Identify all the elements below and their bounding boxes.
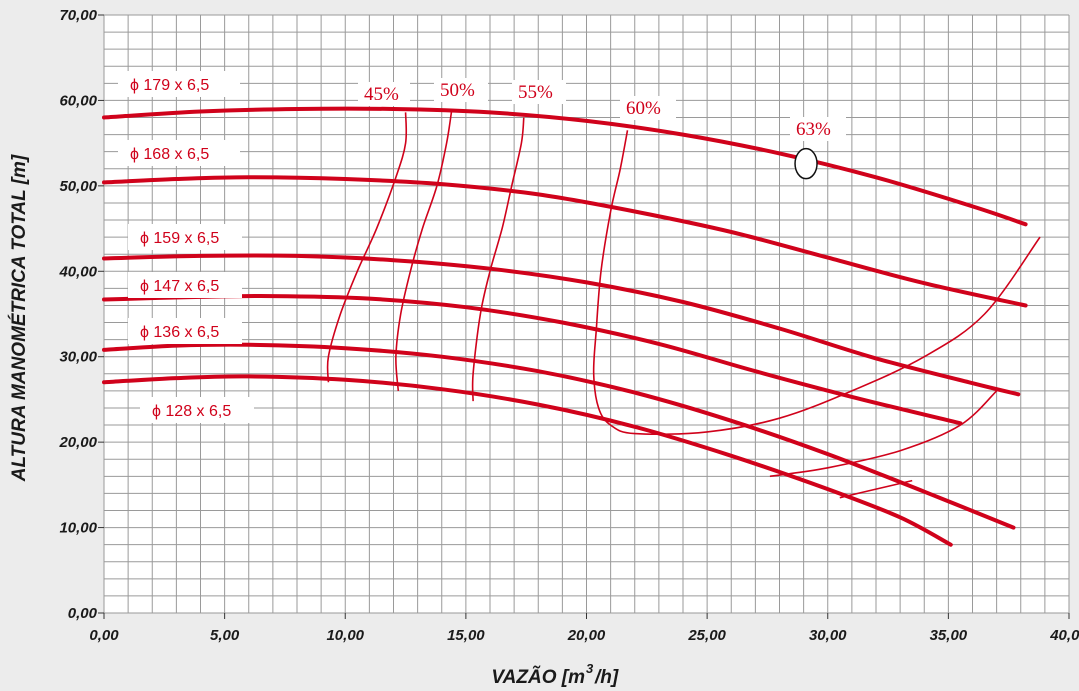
efficiency-label-box	[434, 78, 488, 102]
x-tick-label: 10,00	[326, 627, 364, 644]
y-tick-label: 30,00	[59, 349, 97, 366]
efficiency-label: 45%	[364, 84, 399, 105]
x-axis-title-end: /h]	[594, 667, 619, 688]
efficiency-curve	[395, 112, 453, 391]
y-tick-label: 50,00	[59, 178, 97, 195]
x-tick-label: 0,00	[89, 627, 119, 644]
curve-labels: ϕ 179 x 6,5 ϕ 168 x 6,5 ϕ 159 x 6,5 ϕ 147 x…	[118, 71, 676, 423]
efficiency-label-box	[790, 117, 846, 141]
y-tick-label: 70,00	[59, 7, 97, 24]
x-tick-label: 30,00	[809, 627, 847, 644]
curve-label: ϕ 179 x 6,5	[130, 77, 209, 94]
head-curve	[102, 106, 1028, 227]
efficiency-curve	[326, 112, 408, 383]
efficiency-marker: 63%	[790, 117, 846, 180]
y-tick-label: 40,00	[58, 263, 97, 280]
best-efficiency-point	[794, 147, 818, 180]
x-tick-label: 35,00	[930, 627, 968, 644]
efficiency-label: 55%	[518, 82, 553, 103]
efficiency-curve	[839, 479, 913, 499]
head-curve	[102, 175, 1028, 308]
efficiency-curve	[471, 117, 525, 402]
efficiency-curve	[769, 390, 998, 478]
head-curve	[102, 342, 1016, 530]
y-tick-label: 60,00	[59, 92, 97, 109]
x-axis-title: VAZÃO [m	[491, 666, 585, 688]
curve-label-box	[118, 140, 240, 166]
head-curve	[102, 253, 1021, 397]
curve-label-box	[128, 224, 242, 250]
curve-label: ϕ 136 x 6,5	[140, 324, 219, 341]
curve-label: ϕ 128 x 6,5	[152, 403, 231, 420]
ticks: 0,00 5,00 10,00 15,00 20,00 25,00 30,00 35,00 40…	[58, 7, 1079, 644]
efficiency-curves	[326, 112, 1041, 499]
efficiency-curve	[592, 130, 1041, 436]
y-tick-label: 10,00	[59, 520, 97, 537]
curve-label-box	[140, 397, 254, 423]
y-tick-label: 20,00	[58, 434, 97, 451]
grid	[103, 14, 1070, 614]
x-tick-label: 40,00	[1049, 627, 1079, 644]
efficiency-label: 50%	[440, 80, 475, 101]
curve-label: ϕ 147 x 6,5	[140, 278, 219, 295]
x-tick-label: 15,00	[447, 627, 485, 644]
x-axis-title-sup: 3	[586, 661, 594, 676]
curve-label-box	[128, 318, 242, 344]
efficiency-label-box	[620, 96, 676, 120]
x-tick-label: 25,00	[687, 627, 726, 644]
curve-label-box	[128, 272, 242, 298]
y-axis-title: ALTURA MANOMÉTRICA TOTAL [m]	[8, 154, 30, 482]
efficiency-label-box	[512, 80, 566, 104]
efficiency-label-63: 63%	[796, 119, 831, 140]
efficiency-label: 60%	[626, 98, 661, 119]
curve-label-box	[118, 71, 240, 97]
curve-label: ϕ 159 x 6,5	[140, 230, 219, 247]
head-curve	[102, 374, 953, 547]
x-tick-label: 20,00	[567, 627, 606, 644]
x-tick-label: 5,00	[210, 627, 240, 644]
curve-label: ϕ 168 x 6,5	[130, 146, 209, 163]
y-tick-label: 0,00	[68, 605, 98, 622]
efficiency-label-box	[358, 82, 410, 106]
